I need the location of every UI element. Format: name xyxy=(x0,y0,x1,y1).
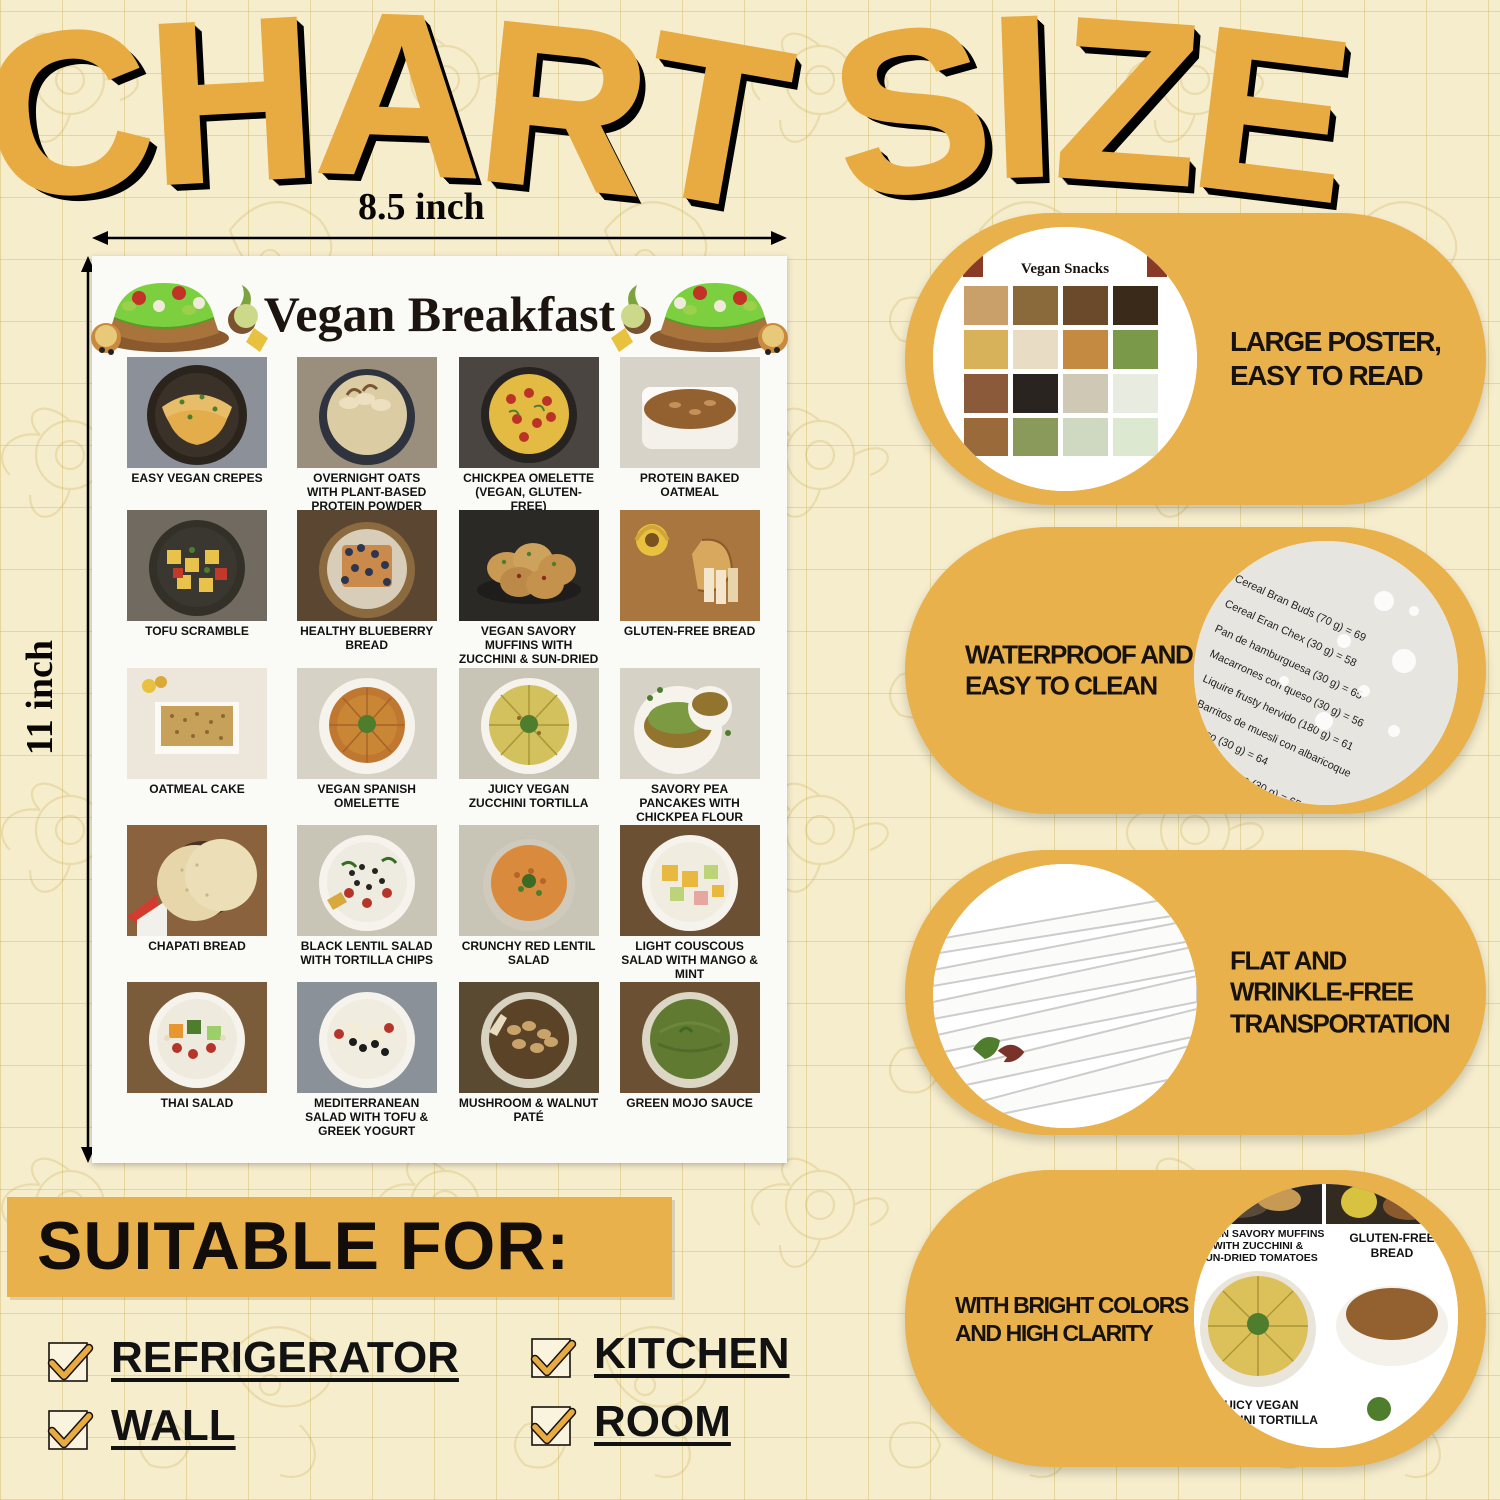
svg-text:SUN-DRIED TOMATOES: SUN-DRIED TOMATOES xyxy=(1198,1252,1318,1264)
svg-text:VEGAN SAVORY MUFFINS: VEGAN SAVORY MUFFINS xyxy=(1194,1228,1324,1240)
svg-text:GLUTEN-FREE: GLUTEN-FREE xyxy=(1349,1231,1434,1245)
svg-text:BREAD: BREAD xyxy=(1371,1246,1414,1260)
svg-text:ZUCCHINI TORTILLA: ZUCCHINI TORTILLA xyxy=(1198,1413,1318,1427)
svg-text:JUICY VEGAN: JUICY VEGAN xyxy=(1217,1398,1298,1412)
svg-text:Vegan Snacks: Vegan Snacks xyxy=(1021,261,1109,277)
svg-text:WITH ZUCCHINI &: WITH ZUCCHINI & xyxy=(1213,1240,1304,1252)
